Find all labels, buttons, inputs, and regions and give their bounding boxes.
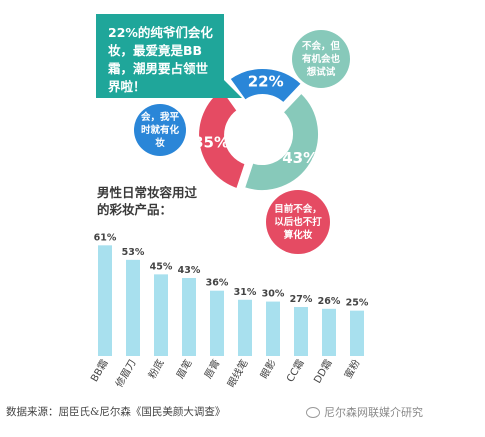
bar-chart-title: 男性日常妆容用过的彩妆产品： [97, 185, 198, 217]
donut-label-often: 会，我平时就有化妆 [134, 104, 186, 156]
bar [210, 290, 224, 356]
bar [154, 274, 168, 356]
bar [266, 301, 280, 356]
bar-category-label: 粉底 [145, 357, 166, 381]
bar [322, 308, 336, 356]
headline-callout: 22%的纯爷们会化妆，最爱竟是BB霜，潮男要占领世界啦！ [96, 14, 242, 98]
donut-segment-label: 35% [193, 134, 229, 152]
watermark-text: 尼尔森网联媒介研究 [324, 406, 423, 419]
data-source-note: 数据来源：屈臣氏&尼尔森《国民美颜大调查》 [6, 406, 226, 418]
watermark-logo-icon [306, 407, 320, 418]
bar [98, 245, 112, 356]
bar-category-label: 眉笔 [173, 357, 194, 381]
bar-category-label: DD霜 [312, 358, 335, 386]
bar-category-label: 蜜粉 [341, 357, 362, 381]
donut-segment-label: 43% [282, 149, 318, 167]
bar [350, 310, 364, 356]
bar-value-label: 53% [122, 247, 145, 258]
bar-value-label: 36% [206, 278, 229, 289]
bar-category-label: 眼线笔 [224, 357, 250, 389]
donut-segment [228, 67, 304, 105]
bar-category-label: 眼影 [258, 358, 278, 381]
bar [238, 299, 252, 356]
donut-segment-label: 22% [248, 73, 284, 91]
bar [294, 307, 308, 356]
bar-value-label: 26% [318, 296, 341, 307]
bar [126, 259, 140, 356]
bar-category-label: CC霜 [284, 358, 306, 385]
bar-value-label: 25% [346, 298, 369, 309]
donut-segment [242, 91, 320, 192]
bar-value-label: 45% [150, 261, 173, 272]
bar-value-label: 61% [94, 232, 117, 243]
donut-label-never: 不会，但有机会也想试试 [292, 30, 350, 88]
bar-chart: 61% BB霜 53% 修眉刀 45% 粉底 43% 眉笔 36% 唇膏 31% 眼线笔 30% 眼影 27… [88, 232, 369, 389]
bar-category-label: 唇膏 [201, 357, 222, 381]
donut-chart: 43% 35% 22% [193, 67, 320, 192]
bar-category-label: BB霜 [88, 358, 110, 385]
bar [182, 277, 196, 356]
bar-value-label: 43% [178, 265, 201, 276]
donut-label-not-planned: 目前不会，以后也不打算化妆 [266, 190, 330, 254]
watermark: 尼尔森网联媒介研究 [306, 404, 423, 420]
bar-category-label: 修眉刀 [112, 357, 138, 389]
bar-value-label: 31% [234, 287, 257, 298]
bar-value-label: 30% [262, 289, 285, 300]
bar-value-label: 27% [290, 294, 313, 305]
